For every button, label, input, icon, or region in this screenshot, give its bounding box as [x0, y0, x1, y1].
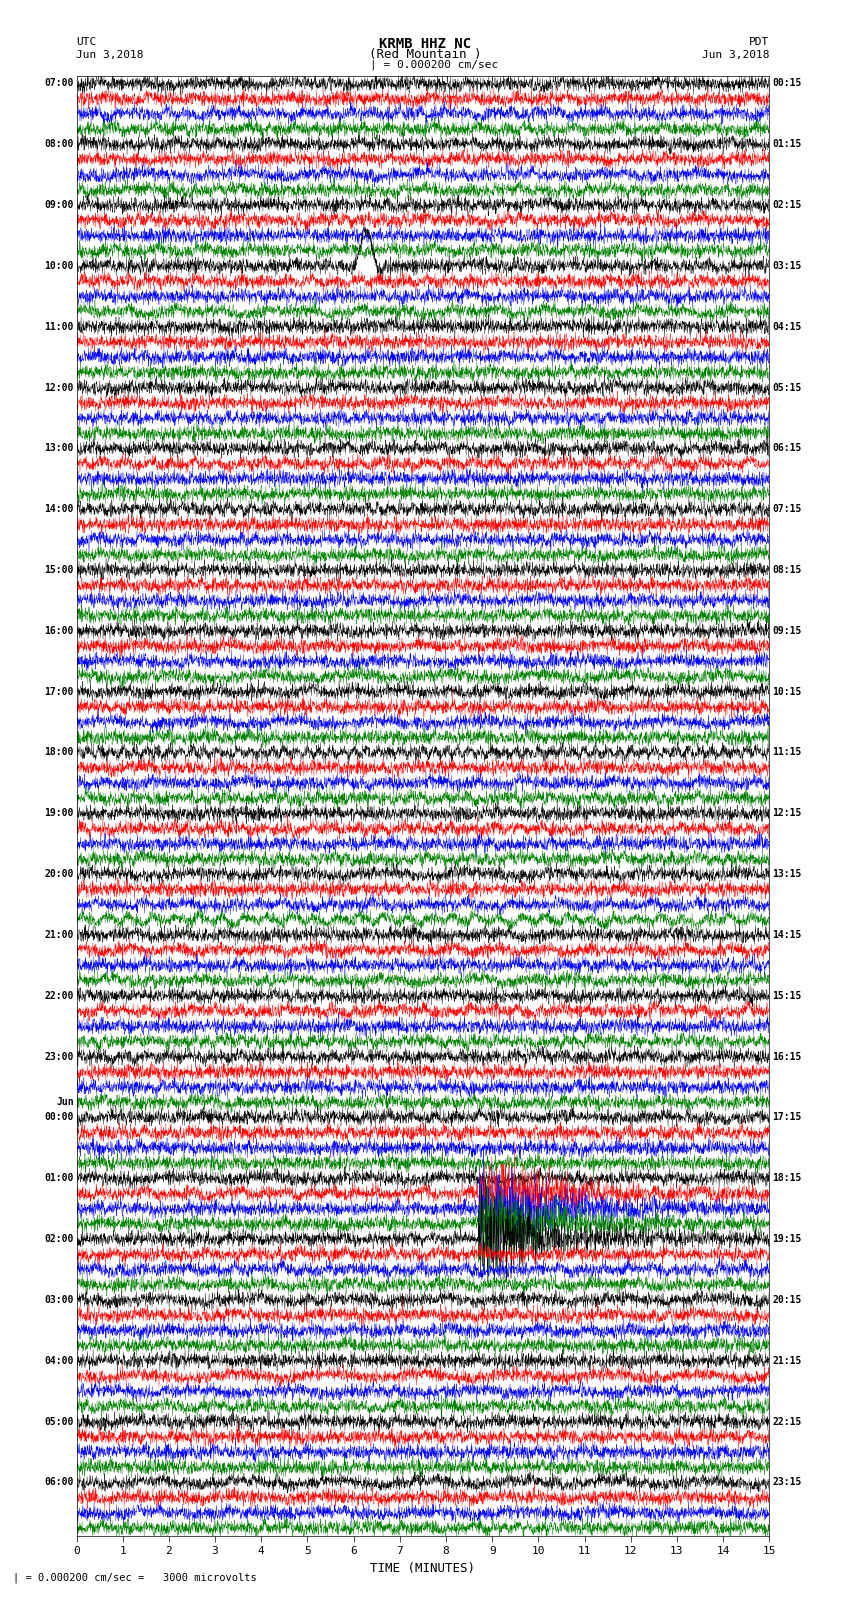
Text: (Red Mountain ): (Red Mountain ) — [369, 48, 481, 61]
Text: | = 0.000200 cm/sec =   3000 microvolts: | = 0.000200 cm/sec = 3000 microvolts — [13, 1573, 257, 1582]
Text: 21:15: 21:15 — [772, 1355, 802, 1366]
Text: 17:15: 17:15 — [772, 1113, 802, 1123]
X-axis label: TIME (MINUTES): TIME (MINUTES) — [371, 1561, 475, 1574]
Text: 22:00: 22:00 — [44, 990, 74, 1000]
Text: 01:15: 01:15 — [772, 139, 802, 150]
Text: 10:15: 10:15 — [772, 687, 802, 697]
Text: 05:00: 05:00 — [44, 1416, 74, 1426]
Text: | = 0.000200 cm/sec: | = 0.000200 cm/sec — [370, 60, 498, 69]
Text: 20:15: 20:15 — [772, 1295, 802, 1305]
Text: 04:00: 04:00 — [44, 1355, 74, 1366]
Text: 07:15: 07:15 — [772, 505, 802, 515]
Text: 19:15: 19:15 — [772, 1234, 802, 1244]
Text: 17:00: 17:00 — [44, 687, 74, 697]
Text: 16:15: 16:15 — [772, 1052, 802, 1061]
Text: 18:00: 18:00 — [44, 747, 74, 758]
Text: 00:15: 00:15 — [772, 79, 802, 89]
Text: KRMB HHZ NC: KRMB HHZ NC — [379, 37, 471, 50]
Text: 13:15: 13:15 — [772, 869, 802, 879]
Text: 06:00: 06:00 — [44, 1478, 74, 1487]
Text: 11:15: 11:15 — [772, 747, 802, 758]
Text: 19:00: 19:00 — [44, 808, 74, 818]
Text: 12:15: 12:15 — [772, 808, 802, 818]
Text: 10:00: 10:00 — [44, 261, 74, 271]
Text: 08:15: 08:15 — [772, 565, 802, 574]
Text: 23:15: 23:15 — [772, 1478, 802, 1487]
Text: 21:00: 21:00 — [44, 931, 74, 940]
Text: 04:15: 04:15 — [772, 321, 802, 332]
Text: 23:00: 23:00 — [44, 1052, 74, 1061]
Text: 02:00: 02:00 — [44, 1234, 74, 1244]
Text: 02:15: 02:15 — [772, 200, 802, 210]
Text: UTC: UTC — [76, 37, 97, 47]
Text: 05:15: 05:15 — [772, 382, 802, 392]
Text: 01:00: 01:00 — [44, 1173, 74, 1184]
Text: 00:00: 00:00 — [44, 1113, 74, 1123]
Text: 03:00: 03:00 — [44, 1295, 74, 1305]
Text: 15:00: 15:00 — [44, 565, 74, 574]
Text: 18:15: 18:15 — [772, 1173, 802, 1184]
Text: 08:00: 08:00 — [44, 139, 74, 150]
Text: Jun 3,2018: Jun 3,2018 — [76, 50, 144, 60]
Text: 11:00: 11:00 — [44, 321, 74, 332]
Text: 14:15: 14:15 — [772, 931, 802, 940]
Text: 20:00: 20:00 — [44, 869, 74, 879]
Text: 07:00: 07:00 — [44, 79, 74, 89]
Text: 22:15: 22:15 — [772, 1416, 802, 1426]
Text: 09:00: 09:00 — [44, 200, 74, 210]
Text: Jun 3,2018: Jun 3,2018 — [702, 50, 769, 60]
Text: 15:15: 15:15 — [772, 990, 802, 1000]
Text: 13:00: 13:00 — [44, 444, 74, 453]
Text: 16:00: 16:00 — [44, 626, 74, 636]
Text: PDT: PDT — [749, 37, 769, 47]
Text: 09:15: 09:15 — [772, 626, 802, 636]
Text: 12:00: 12:00 — [44, 382, 74, 392]
Text: 03:15: 03:15 — [772, 261, 802, 271]
Text: Jun: Jun — [56, 1097, 74, 1107]
Text: 06:15: 06:15 — [772, 444, 802, 453]
Text: 14:00: 14:00 — [44, 505, 74, 515]
